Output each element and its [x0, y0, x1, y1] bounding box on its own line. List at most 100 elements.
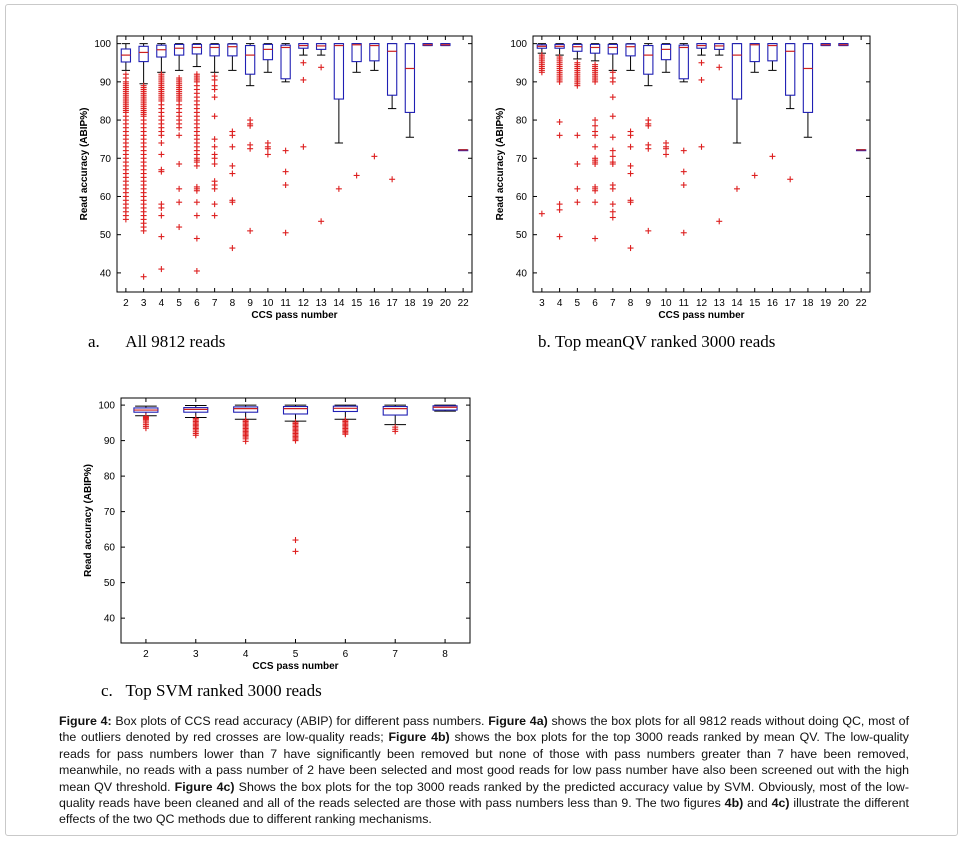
outlier-point	[122, 216, 129, 223]
iqr-box	[802, 43, 814, 113]
x-tick-label: 5	[575, 298, 581, 309]
outlier-point	[556, 78, 563, 85]
caption-ref-4c: Figure 4c)	[174, 779, 235, 794]
box-plot-panel-c: 40 50 60 70 80 90 100 2 3 4 5 6 7 8 CCS pass number Rea…	[83, 397, 471, 672]
y-tick-label: 90	[516, 77, 528, 88]
box-18	[802, 43, 814, 138]
x-tick-label: 18	[404, 298, 416, 309]
iqr-box	[767, 43, 778, 62]
outlier-point	[292, 437, 299, 444]
outlier-point	[353, 172, 360, 179]
box-3	[183, 404, 209, 439]
y-axis-label: Read accuracy (ABIP%)	[495, 108, 506, 221]
x-tick-label: 9	[646, 298, 652, 309]
panel-c-letter: c.	[101, 681, 113, 700]
outlier-point	[282, 182, 289, 189]
outlier-point	[627, 199, 634, 206]
outlier-point	[242, 438, 249, 445]
y-tick-label: 50	[104, 578, 116, 589]
outlier-point	[300, 76, 307, 83]
x-tick-label: 5	[293, 649, 299, 660]
outlier-point	[609, 185, 616, 192]
outlier-point	[342, 431, 349, 438]
x-tick-label: 12	[696, 298, 708, 309]
outlier-point	[211, 201, 218, 208]
outlier-point	[158, 266, 165, 273]
outlier-point	[556, 206, 563, 213]
x-tick-label: 13	[714, 298, 726, 309]
x-tick-label: 13	[316, 298, 328, 309]
outlier-point	[229, 132, 236, 139]
outlier-point	[176, 132, 183, 139]
panel-b-letter: b.	[538, 332, 551, 351]
outlier-point	[627, 143, 634, 150]
box-16	[767, 43, 778, 160]
y-tick-label: 100	[98, 401, 115, 412]
outlier-point	[751, 172, 758, 179]
outlier-point	[300, 143, 307, 150]
outlier-point	[627, 132, 634, 139]
caption-ref-4b-2: 4b)	[724, 796, 744, 811]
x-tick-label: 22	[856, 298, 868, 309]
x-tick-label: 2	[123, 298, 129, 309]
outlier-point	[592, 187, 599, 194]
y-tick-label: 70	[104, 507, 116, 518]
box-8	[432, 404, 458, 412]
caption-text-5: and	[743, 796, 772, 811]
outlier-point	[193, 212, 200, 219]
outlier-point	[193, 267, 200, 274]
box-10	[660, 43, 672, 158]
box-13	[315, 43, 327, 225]
x-tick-label: 3	[539, 298, 545, 309]
box-3	[536, 43, 548, 217]
panel-c-title: c. Top SVM ranked 3000 reads	[101, 681, 322, 701]
outlier-point	[787, 176, 794, 183]
iqr-box	[280, 44, 291, 80]
box-6	[332, 404, 358, 438]
x-tick-label: 4	[557, 298, 563, 309]
outlier-point	[609, 69, 616, 76]
x-axis-label: CCS pass number	[251, 310, 337, 321]
outlier-point	[716, 218, 723, 225]
outlier-point	[158, 139, 165, 146]
outlier-point	[538, 210, 545, 217]
caption-text-1: Box plots of CCS read accuracy (ABIP) fo…	[111, 714, 489, 728]
box-4	[233, 404, 259, 445]
x-axis-label: CCS pass number	[658, 310, 744, 321]
panel-b-title: b. Top meanQV ranked 3000 reads	[538, 332, 775, 352]
outlier-point	[609, 147, 616, 154]
box-8	[227, 43, 238, 252]
y-tick-label: 40	[104, 614, 116, 625]
outlier-point	[211, 136, 218, 143]
x-tick-label: 6	[194, 298, 200, 309]
iqr-box	[382, 405, 408, 416]
outlier-point	[574, 161, 581, 167]
outlier-point	[556, 233, 563, 240]
panel-b-title-text: Top meanQV ranked 3000 reads	[555, 332, 776, 351]
outlier-point	[193, 235, 200, 242]
iqr-box	[785, 43, 796, 96]
outlier-point	[211, 86, 218, 93]
panel-a-title-text: All 9812 reads	[125, 332, 226, 351]
x-tick-label: 8	[442, 649, 448, 660]
outlier-point	[627, 245, 634, 252]
x-tick-label: 10	[262, 298, 274, 309]
x-tick-label: 17	[387, 298, 399, 309]
outlier-point	[318, 218, 325, 225]
outlier-point	[556, 118, 563, 125]
outlier-point	[663, 145, 670, 152]
outlier-point	[627, 162, 634, 169]
x-tick-label: 18	[802, 298, 814, 309]
x-tick-label: 19	[422, 298, 434, 309]
plot-area: 40 50 60 70 80 90 100 2 3 4 5 6 7 8 CCS pass number Rea…	[83, 397, 471, 672]
y-axis-label: Read accuracy (ABIP%)	[83, 464, 94, 577]
x-tick-label: 15	[749, 298, 761, 309]
iqr-box	[660, 43, 672, 61]
outlier-point	[229, 199, 236, 206]
outlier-point	[371, 153, 378, 160]
box-14	[731, 43, 743, 192]
box-9	[244, 43, 256, 234]
outlier-point	[193, 199, 200, 206]
iqr-box	[233, 406, 259, 413]
outlier-point	[733, 185, 740, 192]
